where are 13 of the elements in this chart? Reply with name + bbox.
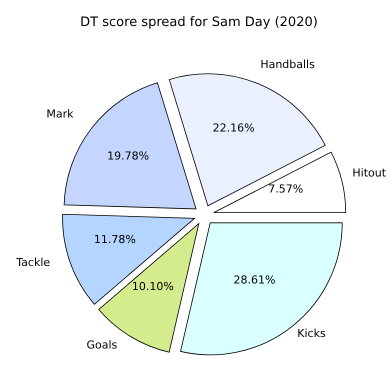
data-label: 22.16% xyxy=(212,121,255,134)
slice-label: Goals xyxy=(86,338,118,352)
data-label: 10.10% xyxy=(132,280,174,293)
data-label: 7.57% xyxy=(268,182,304,196)
slice-label: Handballs xyxy=(260,58,316,72)
slice-label: Tackle xyxy=(15,256,50,270)
data-label: 11.78% xyxy=(94,233,136,246)
slice-label: Mark xyxy=(46,108,74,121)
data-label: 19.78% xyxy=(107,149,150,162)
chart-title: DT score spread for Sam Day (2020) xyxy=(79,14,319,32)
slice-label: Kicks xyxy=(297,327,326,340)
data-label: 28.61% xyxy=(234,273,276,286)
slice-label: Hitout xyxy=(352,166,387,180)
